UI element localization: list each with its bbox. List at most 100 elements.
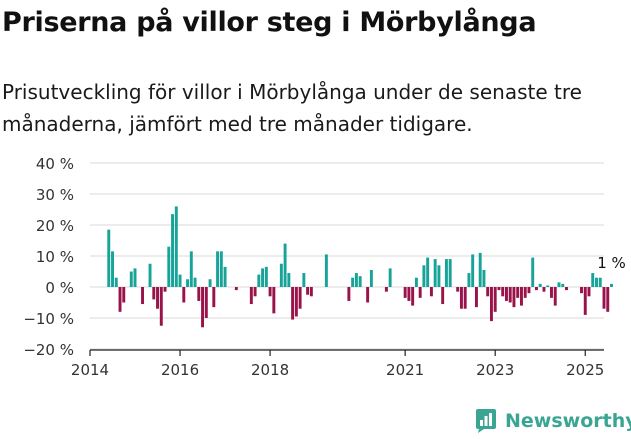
bar — [122, 287, 126, 303]
bar — [366, 287, 370, 303]
bar — [354, 273, 358, 287]
bar — [111, 251, 114, 287]
bar — [565, 287, 568, 291]
bar — [414, 277, 418, 287]
bar — [516, 287, 520, 298]
x-tick-label: 2025 — [566, 361, 604, 379]
bar — [598, 277, 602, 287]
bar — [186, 279, 190, 287]
bar — [268, 287, 272, 297]
bar — [441, 287, 445, 305]
bar — [459, 287, 463, 309]
bar — [324, 254, 328, 287]
bar — [523, 287, 527, 298]
bar — [279, 263, 283, 287]
y-tick-label: 40 % — [36, 155, 74, 173]
bar — [234, 287, 238, 291]
bar — [550, 287, 553, 298]
bar — [553, 287, 557, 306]
bar — [178, 274, 182, 287]
y-tick-label: 0 % — [45, 279, 74, 297]
bar — [223, 266, 227, 287]
bar — [159, 287, 163, 326]
bar — [388, 268, 392, 287]
x-axis: 2014 2016 2018 2021 2023 2025 — [71, 349, 604, 379]
bar — [129, 271, 133, 287]
bar — [261, 268, 265, 287]
bar — [306, 287, 310, 295]
bar — [546, 285, 550, 287]
bar — [302, 273, 306, 287]
last-value-label: 1 % — [597, 254, 626, 272]
bar — [133, 268, 137, 287]
bars — [107, 206, 613, 328]
bar — [182, 287, 186, 303]
bar — [429, 287, 433, 297]
bar — [384, 287, 388, 292]
bar — [542, 287, 546, 292]
chart-title: Priserna på villor steg i Mörbylånga — [2, 7, 537, 38]
bar — [118, 287, 122, 312]
bar — [437, 265, 441, 287]
chart-subtitle: Prisutveckling för villor i Mörbylånga u… — [2, 80, 582, 136]
x-tick-label: 2023 — [476, 361, 514, 379]
bar — [501, 287, 505, 297]
bar — [212, 287, 216, 308]
bar — [478, 252, 482, 287]
bar — [561, 283, 565, 287]
x-tick-label: 2021 — [386, 361, 424, 379]
bar — [557, 282, 561, 287]
bar — [204, 287, 208, 318]
bar — [141, 287, 144, 305]
bar — [208, 279, 212, 287]
bar — [606, 287, 610, 312]
bar — [474, 287, 478, 308]
bar — [219, 251, 223, 287]
bar — [351, 277, 355, 287]
bar — [264, 266, 268, 287]
bar — [471, 254, 475, 287]
bar — [482, 269, 486, 287]
bar — [216, 251, 220, 287]
bar — [497, 287, 501, 291]
bar — [489, 287, 493, 322]
bar — [107, 229, 111, 287]
bar — [156, 287, 159, 309]
y-axis-ticks: 40 % 30 % 20 % 10 % 0 % −10 % −20 % — [23, 155, 74, 359]
bar-chart: 40 %30 %20 %10 %0 %−10 %−20 % 2014 2016 20… — [23, 155, 626, 379]
bar — [527, 287, 531, 294]
bar — [298, 287, 302, 309]
x-tick-label: 2014 — [71, 361, 109, 379]
bar — [463, 287, 467, 309]
bar — [272, 287, 276, 314]
newsworthy-brand[interactable]: Newsworthy — [474, 406, 631, 436]
bar — [197, 287, 201, 301]
bar — [610, 283, 613, 287]
bar — [531, 257, 535, 287]
bar — [294, 287, 298, 317]
bar — [512, 287, 516, 308]
bar — [602, 287, 606, 309]
bar — [403, 287, 407, 298]
bar — [163, 287, 167, 292]
bar — [283, 243, 287, 287]
bar — [411, 287, 415, 306]
bar — [520, 287, 523, 306]
bar — [456, 287, 460, 292]
bar — [535, 287, 538, 291]
bar — [467, 273, 471, 287]
bar — [422, 265, 426, 287]
bar — [486, 287, 490, 297]
bar — [287, 273, 291, 287]
bar — [201, 287, 205, 328]
y-tick-label: −20 % — [23, 341, 74, 359]
bar — [583, 287, 587, 315]
bar — [369, 269, 373, 287]
bar — [433, 259, 437, 287]
y-tick-label: 20 % — [36, 217, 74, 235]
bar — [595, 277, 598, 287]
bar — [174, 206, 178, 287]
bar — [418, 287, 422, 298]
bar — [193, 277, 197, 287]
bar — [171, 214, 175, 287]
